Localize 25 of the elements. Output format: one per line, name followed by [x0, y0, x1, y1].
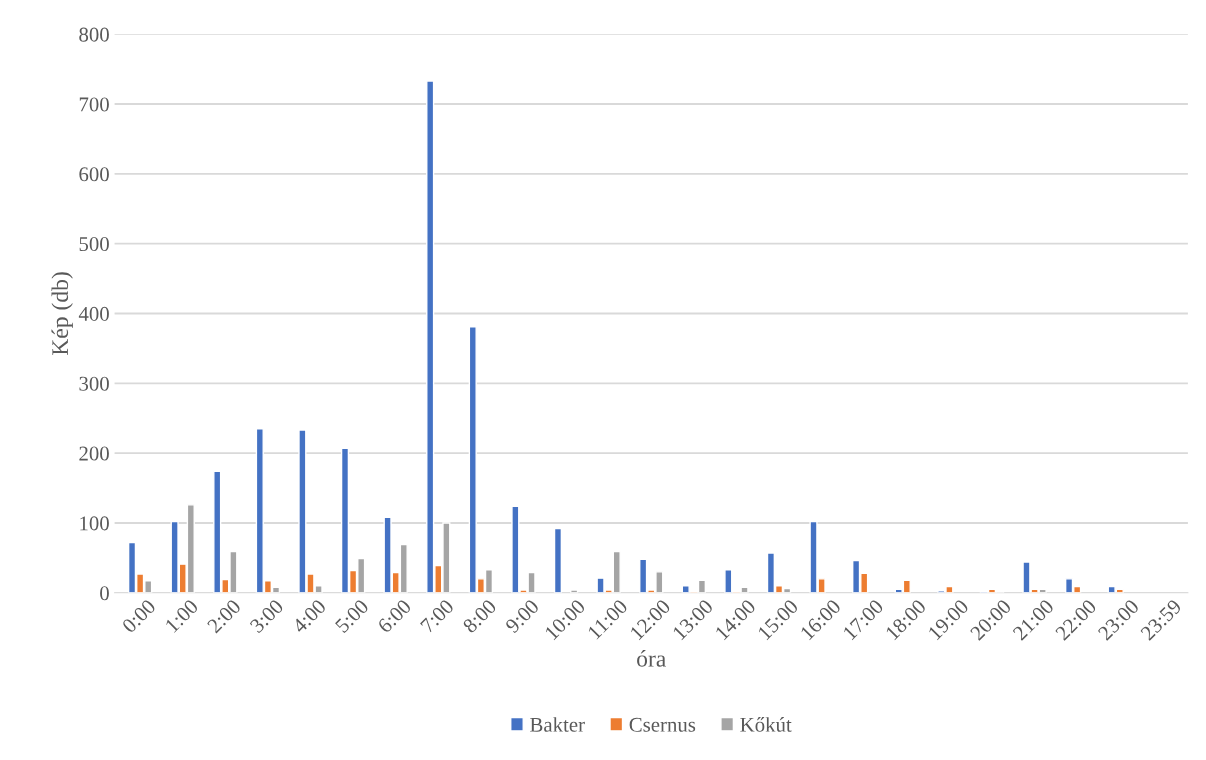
legend-label: Bakter [530, 717, 585, 732]
x-tick-label: 7:00 [419, 598, 455, 634]
y-tick-label: 300 [79, 376, 109, 391]
x-tick-label: 3:00 [249, 598, 285, 634]
x-tick-label: 9:00 [504, 598, 540, 634]
x-tick-label: 8:00 [462, 598, 498, 634]
x-tick-label: 2:00 [206, 598, 242, 634]
legend-label: Kőkút [740, 717, 792, 732]
bar [553, 527, 563, 593]
x-axis-title: óra [637, 650, 666, 667]
x-tick-label: 5:00 [334, 598, 370, 634]
y-axis-title: Kép (db) [51, 272, 73, 356]
y-tick-label: 400 [78, 306, 109, 321]
y-tick-label: 200 [79, 446, 109, 461]
y-tick-label: 700 [79, 97, 109, 112]
x-tick-label: 1:00 [164, 598, 199, 633]
y-tick-label: 100 [80, 516, 109, 531]
x-tick-label: 4:00 [291, 598, 327, 634]
y-tick-label: 500 [79, 237, 109, 252]
y-tick-label: 600 [79, 167, 109, 182]
y-tick-label: 800 [79, 27, 109, 42]
y-tick-label: 0 [100, 586, 109, 601]
x-tick-label: 0:00 [121, 598, 157, 634]
x-tick-label: 6:00 [376, 598, 412, 634]
legend-label: Csernus [629, 717, 696, 732]
